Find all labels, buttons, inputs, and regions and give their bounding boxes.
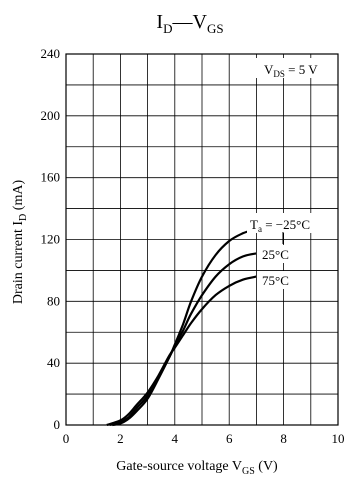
- y-tick-label: 160: [41, 170, 61, 185]
- chart-title: ID—VGS: [156, 11, 223, 36]
- series-line-1: [109, 252, 257, 427]
- series-label-2: 75°C: [262, 273, 289, 288]
- series-label-1: 25°C: [262, 247, 289, 262]
- x-tick-label: 4: [172, 431, 179, 446]
- condition-label: VDS = 5 V: [264, 62, 318, 79]
- series-line-2: [106, 275, 257, 427]
- y-tick-label: 80: [47, 293, 60, 308]
- curves: [106, 227, 257, 427]
- x-tick-label: 8: [280, 431, 287, 446]
- y-tick-label: 0: [54, 417, 61, 432]
- x-axis-label: Gate-source voltage VGS (V): [116, 459, 278, 477]
- series-label-0: Ta = −25°C: [250, 217, 310, 234]
- series-label-background-0: [247, 213, 339, 233]
- plot-frame: [65, 53, 339, 426]
- x-tick-label: 2: [117, 431, 124, 446]
- x-tick-label: 0: [63, 431, 70, 446]
- series-label-background-2: [259, 271, 303, 289]
- y-tick-label: 240: [41, 46, 61, 61]
- x-tick-label: 6: [226, 431, 233, 446]
- y-tick-label: 200: [41, 108, 61, 123]
- tick-labels: 0 2 4 6 8 10 0 40 80 120 160 200 240: [41, 46, 345, 446]
- y-tick-label: 40: [47, 355, 60, 370]
- grid: [66, 54, 338, 425]
- condition-label-background: [256, 58, 336, 78]
- y-tick-label: 120: [41, 232, 61, 247]
- series-label-background-1: [259, 245, 303, 263]
- y-axis-label: Drain current ID (mA): [11, 180, 29, 305]
- x-tick-label: 10: [332, 431, 345, 446]
